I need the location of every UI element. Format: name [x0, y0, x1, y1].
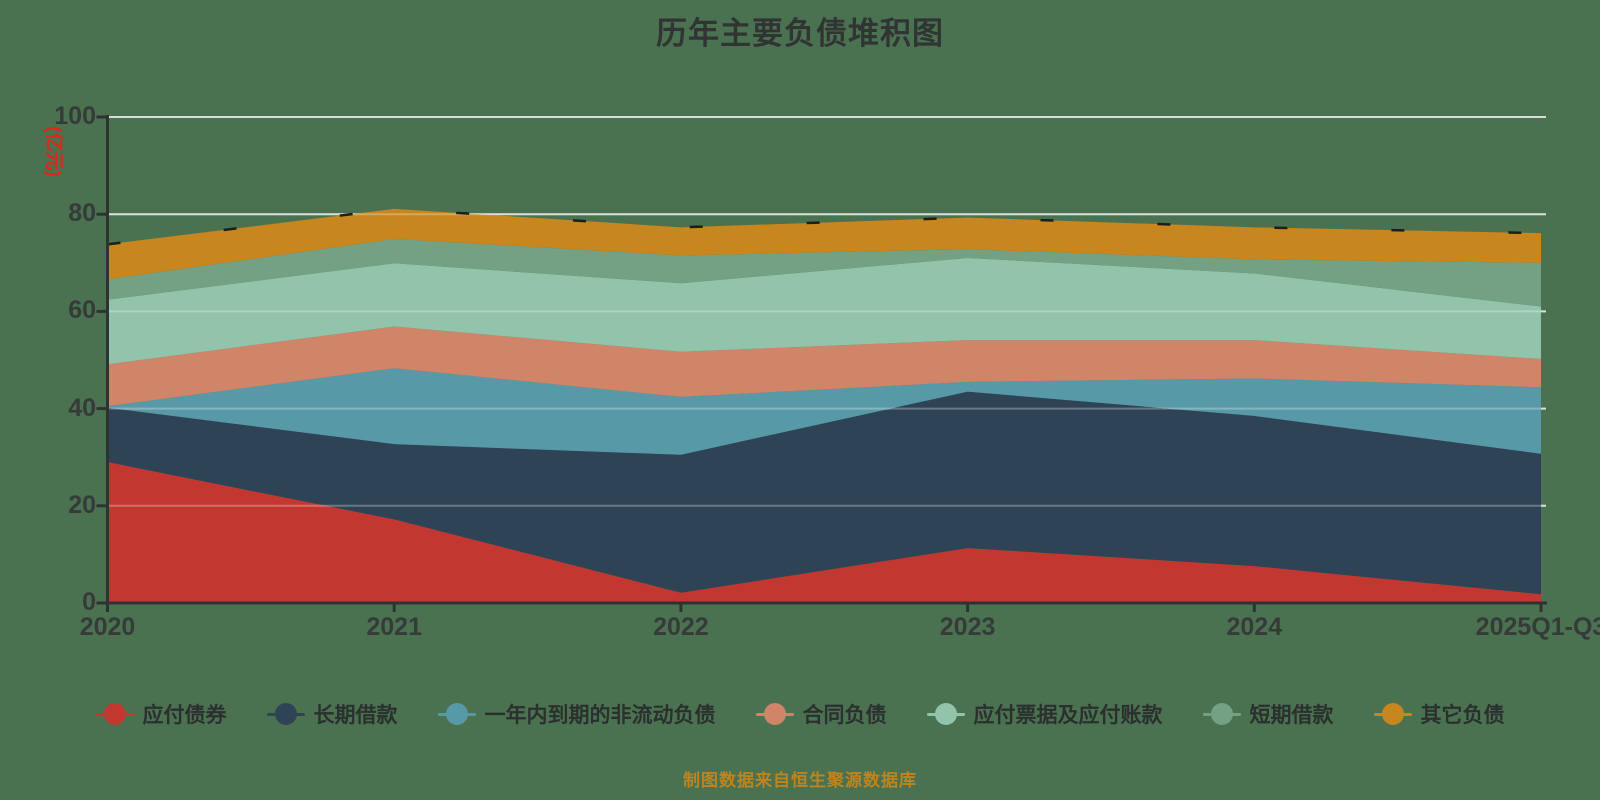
- x-tick-label-2020: 2020: [79, 613, 136, 641]
- legend-item-3[interactable]: 一年内到期的非流动负债: [437, 699, 716, 729]
- data-source-note: 制图数据来自恒生聚源数据库: [683, 771, 917, 790]
- x-tick-label-2022: 2022: [653, 613, 709, 641]
- legend-label: 长期借款: [313, 704, 398, 727]
- legend-line-dot-icon: [266, 703, 305, 725]
- legend-marker-dot: [103, 703, 126, 725]
- legend-line-dot-icon: [1373, 703, 1412, 725]
- area-series-7[interactable]: [107, 208, 1542, 280]
- legend-marker-dot: [1210, 703, 1233, 725]
- area-series-1[interactable]: [107, 462, 1542, 603]
- legend-label: 合同负债: [802, 704, 887, 727]
- legend-label: 应付票据及应付账款: [973, 704, 1163, 727]
- stacked-area-plot: [96, 115, 1547, 612]
- legend-label: 其它负债: [1420, 704, 1505, 727]
- legend-line-dot-icon: [926, 703, 965, 725]
- legend-line-dot-icon: [437, 703, 476, 725]
- y-tick-label-20: 20: [68, 490, 96, 519]
- y-tick-label-80: 80: [68, 199, 96, 228]
- stack-topline: [107, 207, 1542, 246]
- legend-label: 短期借款: [1249, 704, 1334, 727]
- x-tick-label-2023: 2023: [939, 613, 996, 641]
- legend-marker-dot: [445, 703, 468, 725]
- y-tick-label-60: 60: [68, 296, 96, 325]
- legend-item-2[interactable]: 长期借款: [266, 699, 398, 729]
- y-tick-label-40: 40: [68, 393, 96, 422]
- x-tick-label-2024: 2024: [1226, 613, 1283, 641]
- legend-item-6[interactable]: 短期借款: [1202, 699, 1334, 729]
- legend-line-dot-icon: [755, 703, 794, 725]
- legend-item-5[interactable]: 应付票据及应付账款: [926, 699, 1163, 729]
- legend-line-dot-icon: [95, 703, 134, 725]
- x-tick-label-2025Q1-Q3: 2025Q1-Q3: [1475, 613, 1600, 641]
- legend-marker-dot: [934, 703, 957, 725]
- legend-marker-dot: [1381, 703, 1404, 725]
- chart-title: 历年主要负债堆积图: [656, 16, 944, 51]
- area-series-2[interactable]: [107, 391, 1542, 595]
- legend: 应付债券 长期借款 一年内到期的非流动负债 合同负债 应付票据及应付账款 短期借款 其它负债: [0, 699, 1600, 729]
- legend-item-4[interactable]: 合同负债: [755, 699, 887, 729]
- x-tick-label-2021: 2021: [366, 613, 422, 641]
- y-tick-label-0: 0: [82, 588, 96, 616]
- legend-marker-dot: [274, 703, 297, 725]
- y-tick-label-100: 100: [54, 102, 96, 130]
- area-series-4[interactable]: [107, 326, 1542, 407]
- legend-line-dot-icon: [1202, 703, 1241, 725]
- area-series-6[interactable]: [107, 238, 1542, 307]
- y-axis-unit-label: (亿元): [42, 126, 64, 177]
- area-series-3[interactable]: [107, 368, 1542, 455]
- legend-marker-dot: [763, 703, 786, 725]
- legend-label: 应付债券: [142, 704, 227, 727]
- area-series-5[interactable]: [107, 257, 1542, 365]
- legend-item-1[interactable]: 应付债券: [95, 699, 227, 729]
- legend-label: 一年内到期的非流动负债: [484, 704, 716, 727]
- legend-item-7[interactable]: 其它负债: [1373, 699, 1505, 729]
